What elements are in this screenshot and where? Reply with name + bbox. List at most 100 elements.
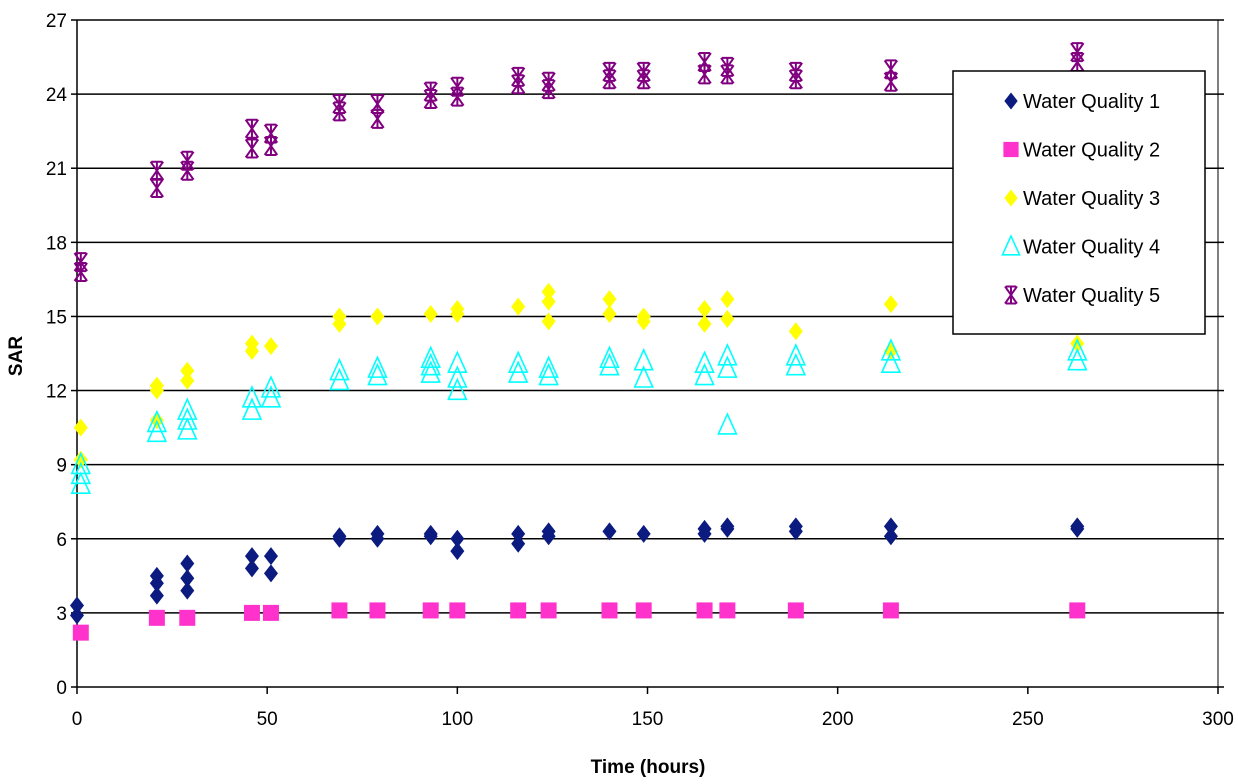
data-point-series-1 xyxy=(636,524,651,543)
y-tick-label: 24 xyxy=(46,85,68,106)
data-point-series-4 xyxy=(420,360,441,383)
data-point-series-5 xyxy=(370,108,385,129)
data-point-series-5 xyxy=(636,69,651,90)
data-point-series-5 xyxy=(697,51,712,72)
data-point-series-5 xyxy=(450,86,465,107)
data-point-series-4 xyxy=(599,352,620,376)
data-point-series-1 xyxy=(244,559,259,578)
data-point-series-2 xyxy=(449,602,466,619)
data-point-series-5 xyxy=(263,135,279,156)
data-point-series-2 xyxy=(1069,602,1086,619)
data-point-series-5 xyxy=(511,74,526,95)
data-point-series-4 xyxy=(785,343,807,366)
data-point-series-5 xyxy=(244,118,260,139)
data-point-series-2 xyxy=(540,602,557,619)
legend: Water Quality 1 Water Quality 2 Water Qual… xyxy=(952,70,1206,335)
data-point-series-2 xyxy=(72,624,89,641)
data-point-series-4 xyxy=(538,362,559,386)
data-point-series-2 xyxy=(719,602,736,619)
data-point-series-2 xyxy=(787,602,804,619)
data-point-series-3 xyxy=(788,322,803,341)
data-point-series-4 xyxy=(694,350,715,373)
data-point-series-2 xyxy=(601,602,618,619)
data-point-series-4 xyxy=(538,355,559,378)
data-point-series-2 xyxy=(369,602,386,619)
y-tick-label: 18 xyxy=(46,233,67,254)
data-point-series-3 xyxy=(720,290,735,309)
legend-label: Water Quality 2 xyxy=(1023,140,1160,162)
y-tick-label: 21 xyxy=(46,159,67,180)
data-point-series-3 xyxy=(636,312,651,331)
data-point-series-1 xyxy=(423,527,438,546)
data-point-series-5 xyxy=(883,59,899,80)
data-point-series-4 xyxy=(241,397,263,420)
data-point-series-4 xyxy=(1067,347,1088,371)
data-point-series-1 xyxy=(788,522,803,541)
x-tick-label: 150 xyxy=(632,709,664,730)
data-point-series-4 xyxy=(367,355,388,378)
data-point-series-2 xyxy=(262,604,279,621)
y-tick-label: 15 xyxy=(46,307,67,328)
data-point-series-4 xyxy=(880,338,902,361)
data-point-series-1 xyxy=(332,529,347,548)
data-point-series-4 xyxy=(880,350,902,373)
data-point-series-4 xyxy=(447,350,468,373)
data-point-series-4 xyxy=(260,385,282,408)
data-point-series-1 xyxy=(1070,519,1085,538)
x-tick-label: 250 xyxy=(1012,709,1044,730)
data-point-series-1 xyxy=(70,606,84,625)
data-point-series-1 xyxy=(511,524,526,543)
data-point-series-4 xyxy=(717,343,738,366)
data-point-series-1 xyxy=(883,517,898,536)
data-point-series-1 xyxy=(149,574,164,593)
x-tick-label: 0 xyxy=(72,709,83,730)
y-tick-label: 0 xyxy=(56,678,67,699)
y-tick-label: 12 xyxy=(46,382,67,403)
data-point-series-5 xyxy=(788,69,803,90)
y-tick-label: 27 xyxy=(46,11,67,32)
data-point-series-1 xyxy=(450,542,465,561)
data-point-series-4 xyxy=(329,367,350,391)
data-point-series-1 xyxy=(180,554,195,573)
data-point-series-3 xyxy=(244,342,259,361)
data-point-series-1 xyxy=(244,547,259,566)
data-point-series-4 xyxy=(70,461,92,485)
x-tick-label: 50 xyxy=(257,709,278,730)
data-point-series-3 xyxy=(720,309,735,328)
data-point-series-3 xyxy=(602,290,617,309)
data-point-series-3 xyxy=(180,371,195,390)
data-point-series-1 xyxy=(720,519,735,538)
x-axis-title: Time (hours) xyxy=(591,757,706,778)
legend-marker xyxy=(1004,189,1018,207)
data-point-series-1 xyxy=(70,596,84,615)
data-point-series-3 xyxy=(73,450,88,469)
data-point-series-5 xyxy=(180,160,195,181)
data-point-series-1 xyxy=(602,522,617,541)
data-point-series-2 xyxy=(331,602,348,619)
tick-labels: 0 3 6 9 12 15 18 21 24 27 0 50 100 150 200 250 300 xyxy=(46,11,1234,730)
data-points xyxy=(70,42,1088,641)
data-point-series-5 xyxy=(149,177,164,198)
data-point-series-4 xyxy=(447,365,468,388)
data-point-series-4 xyxy=(633,347,654,371)
data-point-series-4 xyxy=(177,417,198,440)
legend-label: Water Quality 3 xyxy=(1023,188,1160,210)
legend-marker xyxy=(1003,141,1019,158)
data-point-series-5 xyxy=(423,89,438,110)
data-point-series-5 xyxy=(883,71,899,92)
data-point-series-4 xyxy=(447,377,468,401)
data-point-series-4 xyxy=(70,471,92,495)
data-point-series-2 xyxy=(696,602,713,619)
data-point-series-1 xyxy=(370,529,385,548)
data-point-series-2 xyxy=(148,609,165,626)
data-point-series-4 xyxy=(146,409,168,433)
data-point-series-3 xyxy=(541,292,556,311)
data-point-series-2 xyxy=(243,604,260,621)
data-point-series-2 xyxy=(882,602,899,619)
x-tick-label: 200 xyxy=(822,709,854,730)
data-point-series-3 xyxy=(370,307,385,326)
data-point-series-4 xyxy=(367,362,388,386)
legend-box xyxy=(952,70,1206,335)
data-point-series-2 xyxy=(422,602,439,619)
data-point-series-4 xyxy=(717,412,738,435)
